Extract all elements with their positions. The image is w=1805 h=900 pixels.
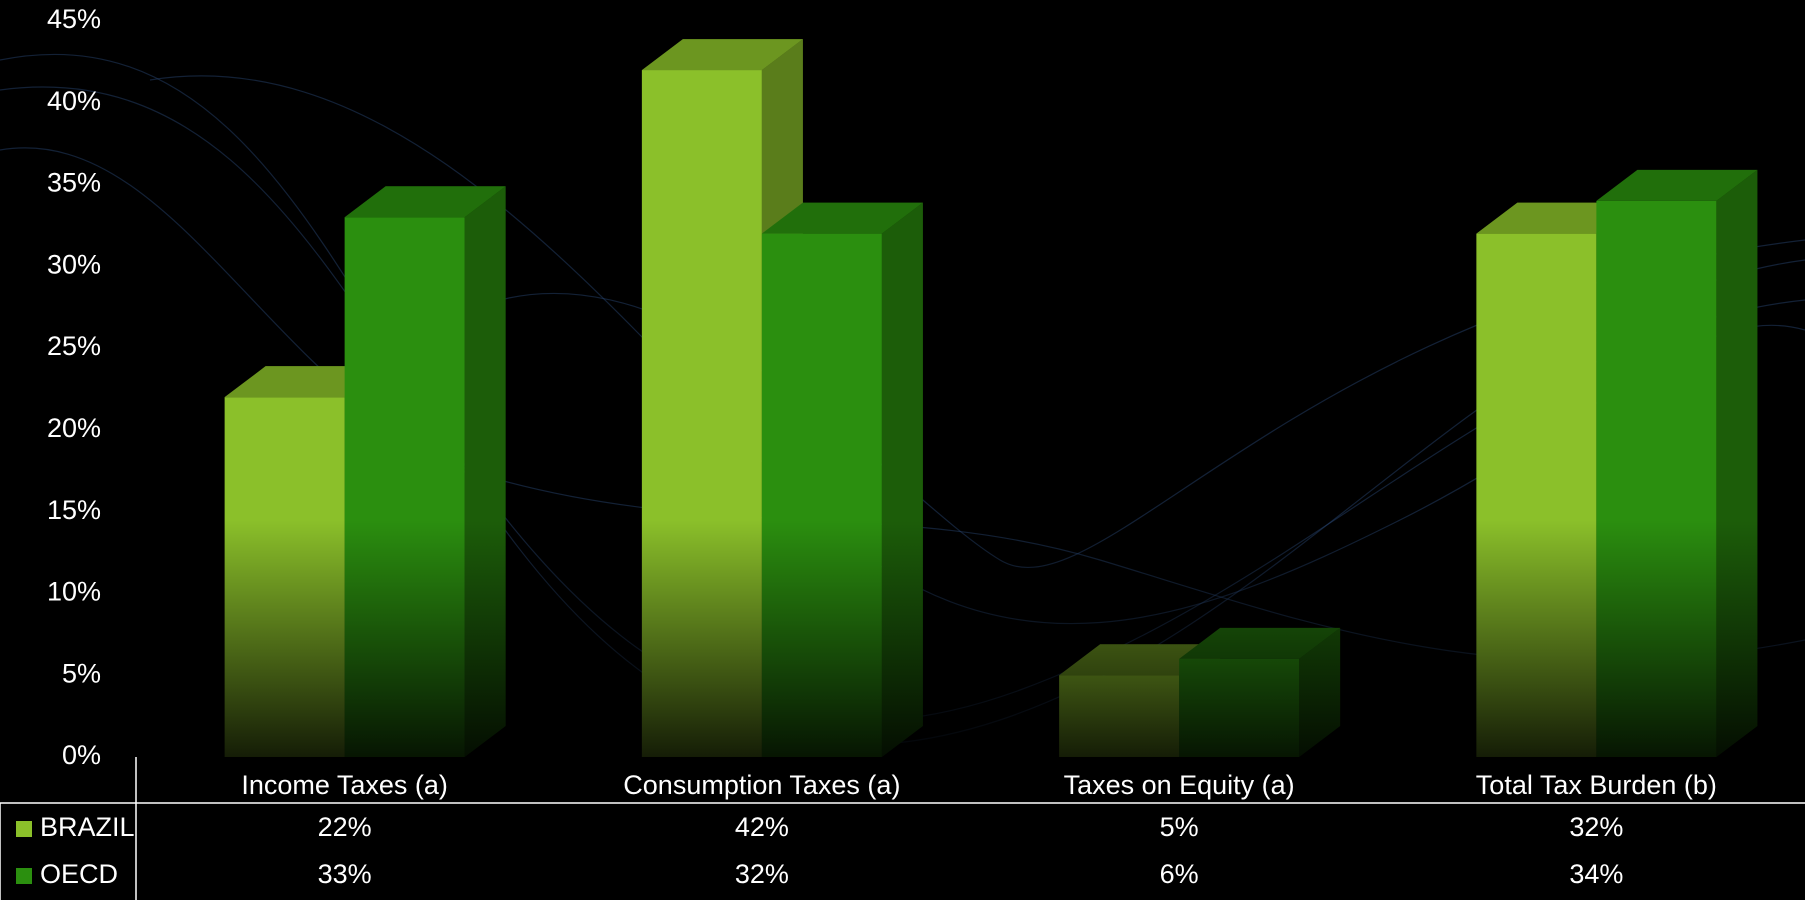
legend-label: BRAZIL: [40, 812, 135, 842]
data-label: 22%: [318, 812, 372, 842]
bar-top: [344, 186, 506, 218]
data-label: 33%: [318, 859, 372, 889]
y-tick-label: 30%: [47, 249, 101, 279]
bar-top: [641, 39, 803, 71]
y-tick-label: 10%: [47, 577, 101, 607]
data-label: 6%: [1160, 859, 1199, 889]
data-label: 32%: [735, 859, 789, 889]
y-tick-label: 45%: [47, 4, 101, 34]
x-tick-label: Taxes on Equity (a): [1064, 770, 1295, 800]
bar-fade: [136, 520, 1805, 757]
y-tick-label: 20%: [47, 413, 101, 443]
data-label: 5%: [1160, 812, 1199, 842]
bar-top-shade: [344, 186, 506, 218]
x-tick-label: Income Taxes (a): [241, 770, 448, 800]
bar-top-shade: [761, 202, 923, 234]
y-tick-label: 5%: [62, 658, 101, 688]
bar-top-shade: [641, 39, 803, 71]
y-tick-label: 40%: [47, 86, 101, 116]
legend-swatch: [16, 821, 32, 837]
legend-label: OECD: [40, 859, 118, 889]
data-label: 32%: [1569, 812, 1623, 842]
labels: 0% 5% 10% 15% 20% 25% 30% 35% 40% 45% BRAZIL OECD In…: [16, 4, 1717, 889]
x-tick-label: Consumption Taxes (a): [623, 770, 900, 800]
legend-swatch: [16, 868, 32, 884]
bar-top: [761, 202, 923, 234]
bar-top: [1596, 169, 1758, 201]
data-label: 34%: [1569, 859, 1623, 889]
x-tick-label: Total Tax Burden (b): [1476, 770, 1717, 800]
bar-top-shade: [1596, 169, 1758, 201]
y-tick-label: 0%: [62, 740, 101, 770]
y-tick-label: 35%: [47, 168, 101, 198]
y-tick-label: 25%: [47, 331, 101, 361]
y-tick-label: 15%: [47, 495, 101, 525]
data-label: 42%: [735, 812, 789, 842]
